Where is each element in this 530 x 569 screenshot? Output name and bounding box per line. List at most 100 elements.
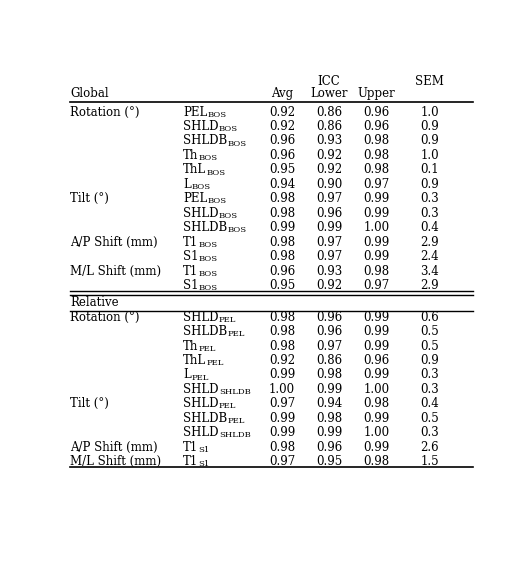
Text: 0.86: 0.86 [316, 120, 342, 133]
Text: 0.99: 0.99 [363, 441, 390, 453]
Text: ICC: ICC [318, 75, 340, 88]
Text: BOS: BOS [208, 197, 227, 205]
Text: 0.98: 0.98 [363, 134, 390, 147]
Text: 0.94: 0.94 [316, 397, 342, 410]
Text: T1: T1 [183, 441, 199, 453]
Text: 0.98: 0.98 [269, 311, 295, 324]
Text: ThL: ThL [183, 163, 207, 176]
Text: 0.97: 0.97 [316, 236, 342, 249]
Text: T1: T1 [183, 236, 199, 249]
Text: 0.3: 0.3 [420, 207, 439, 220]
Text: 0.99: 0.99 [316, 383, 342, 396]
Text: PEL: PEL [183, 192, 208, 205]
Text: BOS: BOS [199, 241, 218, 249]
Text: SHLD: SHLD [183, 397, 219, 410]
Text: BOS: BOS [199, 154, 218, 162]
Text: 0.98: 0.98 [363, 163, 390, 176]
Text: 0.98: 0.98 [269, 236, 295, 249]
Text: 0.93: 0.93 [316, 134, 342, 147]
Text: 0.92: 0.92 [316, 279, 342, 292]
Text: A/P Shift (mm): A/P Shift (mm) [70, 441, 158, 453]
Text: 0.97: 0.97 [269, 455, 295, 468]
Text: S1: S1 [199, 460, 210, 468]
Text: Upper: Upper [358, 87, 395, 100]
Text: 0.98: 0.98 [269, 192, 295, 205]
Text: 1.0: 1.0 [420, 106, 439, 118]
Text: 3.4: 3.4 [420, 265, 439, 278]
Text: 0.96: 0.96 [316, 207, 342, 220]
Text: A/P Shift (mm): A/P Shift (mm) [70, 236, 158, 249]
Text: 0.3: 0.3 [420, 192, 439, 205]
Text: 0.99: 0.99 [363, 340, 390, 353]
Text: 0.99: 0.99 [363, 412, 390, 425]
Text: PEL: PEL [199, 345, 216, 353]
Text: 0.99: 0.99 [363, 311, 390, 324]
Text: 0.6: 0.6 [420, 311, 439, 324]
Text: PEL: PEL [227, 330, 245, 338]
Text: 0.9: 0.9 [420, 178, 439, 191]
Text: 0.96: 0.96 [363, 120, 390, 133]
Text: 1.00: 1.00 [269, 383, 295, 396]
Text: SHLD: SHLD [183, 207, 219, 220]
Text: Rotation (°): Rotation (°) [70, 106, 140, 118]
Text: S1: S1 [183, 279, 199, 292]
Text: Lower: Lower [311, 87, 348, 100]
Text: 0.96: 0.96 [316, 441, 342, 453]
Text: SHLD: SHLD [183, 120, 219, 133]
Text: Tilt (°): Tilt (°) [70, 192, 109, 205]
Text: SHLDB: SHLDB [183, 221, 227, 234]
Text: S1: S1 [199, 446, 210, 454]
Text: 0.98: 0.98 [316, 412, 342, 425]
Text: 0.99: 0.99 [269, 221, 295, 234]
Text: 0.4: 0.4 [420, 221, 439, 234]
Text: 0.86: 0.86 [316, 354, 342, 367]
Text: 0.96: 0.96 [269, 134, 295, 147]
Text: 0.99: 0.99 [269, 412, 295, 425]
Text: 0.99: 0.99 [363, 325, 390, 338]
Text: PEL: PEL [191, 374, 208, 382]
Text: 0.97: 0.97 [316, 192, 342, 205]
Text: 0.92: 0.92 [316, 163, 342, 176]
Text: SHLDB: SHLDB [219, 388, 251, 396]
Text: 0.98: 0.98 [269, 340, 295, 353]
Text: 1.0: 1.0 [420, 149, 439, 162]
Text: BOS: BOS [227, 226, 246, 234]
Text: SHLD: SHLD [183, 426, 219, 439]
Text: BOS: BOS [199, 255, 218, 263]
Text: 0.99: 0.99 [363, 192, 390, 205]
Text: 0.97: 0.97 [316, 250, 342, 263]
Text: Relative: Relative [70, 296, 119, 309]
Text: 0.98: 0.98 [363, 149, 390, 162]
Text: 0.99: 0.99 [363, 207, 390, 220]
Text: 0.99: 0.99 [269, 368, 295, 381]
Text: 1.00: 1.00 [363, 426, 390, 439]
Text: 0.98: 0.98 [363, 265, 390, 278]
Text: 0.9: 0.9 [420, 134, 439, 147]
Text: 0.98: 0.98 [316, 368, 342, 381]
Text: 2.6: 2.6 [420, 441, 439, 453]
Text: T1: T1 [183, 265, 199, 278]
Text: 1.00: 1.00 [363, 383, 390, 396]
Text: PEL: PEL [219, 316, 236, 324]
Text: 0.1: 0.1 [420, 163, 439, 176]
Text: Th: Th [183, 149, 199, 162]
Text: 0.96: 0.96 [363, 354, 390, 367]
Text: 0.96: 0.96 [316, 325, 342, 338]
Text: 0.98: 0.98 [269, 207, 295, 220]
Text: BOS: BOS [199, 284, 218, 292]
Text: 0.92: 0.92 [316, 149, 342, 162]
Text: 0.99: 0.99 [269, 426, 295, 439]
Text: 0.5: 0.5 [420, 412, 439, 425]
Text: 0.97: 0.97 [363, 279, 390, 292]
Text: T1: T1 [183, 455, 199, 468]
Text: 0.94: 0.94 [269, 178, 295, 191]
Text: 0.96: 0.96 [363, 106, 390, 118]
Text: 1.5: 1.5 [420, 455, 439, 468]
Text: Rotation (°): Rotation (°) [70, 311, 140, 324]
Text: 0.99: 0.99 [316, 426, 342, 439]
Text: 2.4: 2.4 [420, 250, 439, 263]
Text: 0.96: 0.96 [269, 149, 295, 162]
Text: M/L Shift (mm): M/L Shift (mm) [70, 455, 162, 468]
Text: SHLDB: SHLDB [183, 325, 227, 338]
Text: ThL: ThL [183, 354, 207, 367]
